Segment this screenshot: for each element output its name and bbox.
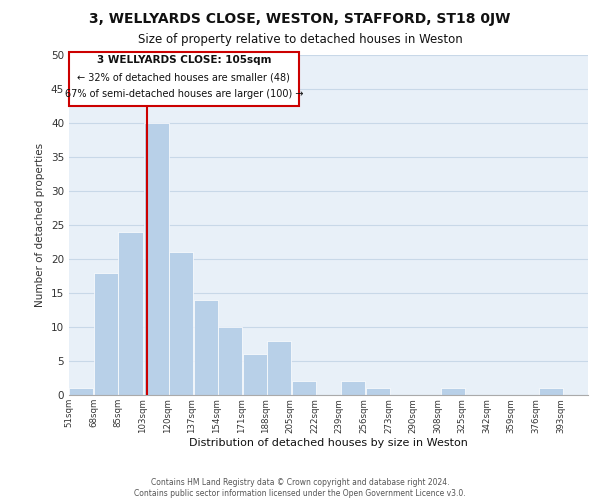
Bar xyxy=(69,388,94,395)
Bar xyxy=(267,340,292,395)
Bar xyxy=(194,300,218,395)
Bar xyxy=(218,327,242,395)
Text: ← 32% of detached houses are smaller (48): ← 32% of detached houses are smaller (48… xyxy=(77,72,290,83)
Bar xyxy=(145,123,169,395)
Y-axis label: Number of detached properties: Number of detached properties xyxy=(35,143,46,307)
Text: 3 WELLYARDS CLOSE: 105sqm: 3 WELLYARDS CLOSE: 105sqm xyxy=(97,55,271,65)
X-axis label: Distribution of detached houses by size in Weston: Distribution of detached houses by size … xyxy=(189,438,468,448)
Bar xyxy=(441,388,465,395)
Bar xyxy=(539,388,563,395)
Text: 67% of semi-detached houses are larger (100) →: 67% of semi-detached houses are larger (… xyxy=(65,89,303,99)
Bar xyxy=(94,272,118,395)
Bar xyxy=(242,354,267,395)
Bar xyxy=(169,252,193,395)
Bar xyxy=(341,382,365,395)
Text: Size of property relative to detached houses in Weston: Size of property relative to detached ho… xyxy=(137,32,463,46)
Text: 3, WELLYARDS CLOSE, WESTON, STAFFORD, ST18 0JW: 3, WELLYARDS CLOSE, WESTON, STAFFORD, ST… xyxy=(89,12,511,26)
Bar xyxy=(292,382,316,395)
FancyBboxPatch shape xyxy=(69,52,299,106)
Bar xyxy=(365,388,390,395)
Bar xyxy=(118,232,143,395)
Text: Contains HM Land Registry data © Crown copyright and database right 2024.
Contai: Contains HM Land Registry data © Crown c… xyxy=(134,478,466,498)
